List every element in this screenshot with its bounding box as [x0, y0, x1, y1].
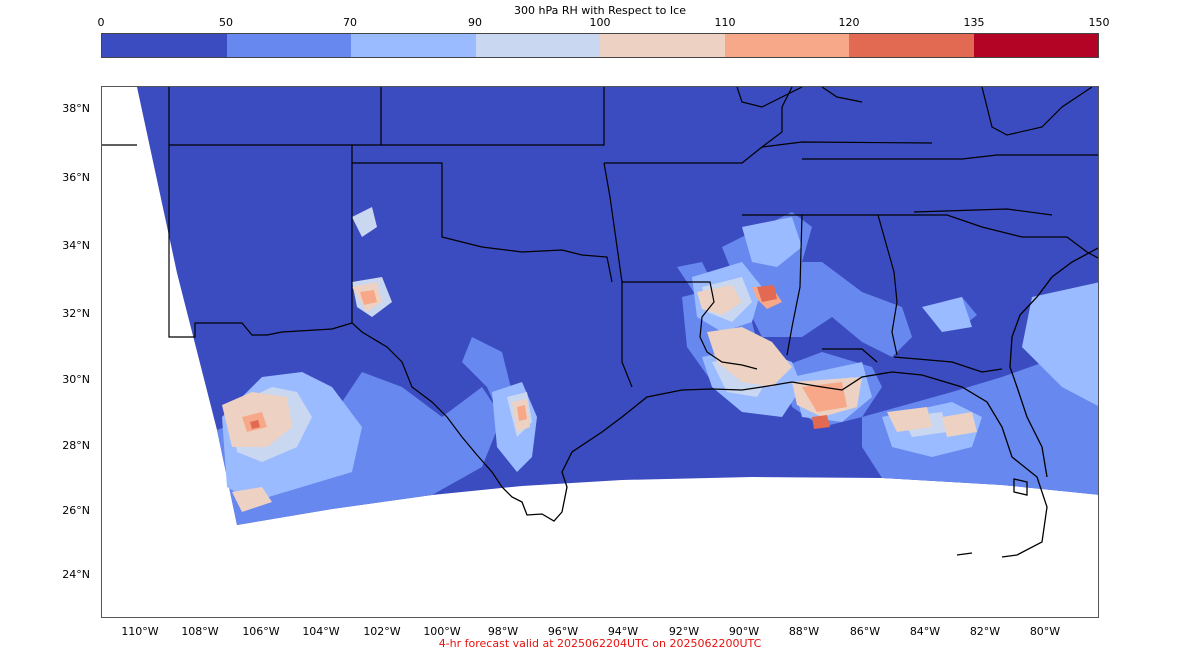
- colorbar-tick: 50: [219, 16, 233, 29]
- lat-label: 38°N: [62, 102, 90, 115]
- lon-label: 106°W: [242, 625, 280, 638]
- lon-label: 90°W: [728, 625, 760, 638]
- colorbar-tick: 135: [963, 16, 985, 29]
- colorbar-tick: 150: [1088, 16, 1110, 29]
- colorbar-tick: 90: [468, 16, 482, 29]
- lon-label: 82°W: [969, 625, 1001, 638]
- colorbar-segment: [724, 34, 849, 57]
- lat-label: 36°N: [62, 171, 90, 184]
- lat-label: 32°N: [62, 307, 90, 320]
- colorbar-segment: [475, 34, 600, 57]
- forecast-valid-text: 4-hr forecast valid at 2025062204UTC on …: [438, 637, 762, 650]
- lat-label: 28°N: [62, 439, 90, 452]
- lon-label: 98°W: [487, 625, 519, 638]
- lat-label: 34°N: [62, 239, 90, 252]
- rh-field-sat: [250, 285, 830, 429]
- lon-label: 86°W: [849, 625, 881, 638]
- lon-label: 84°W: [909, 625, 941, 638]
- colorbar-title: 300 hPa RH with Respect to Ice: [514, 4, 686, 17]
- colorbar-tick: 70: [343, 16, 357, 29]
- map-panel: [101, 86, 1099, 618]
- lon-label: 110°W: [121, 625, 159, 638]
- colorbar-segment: [351, 34, 476, 57]
- lon-label: 108°W: [181, 625, 219, 638]
- colorbar-segment: [102, 34, 227, 57]
- colorbar-tick: 120: [838, 16, 860, 29]
- lon-label: 104°W: [302, 625, 340, 638]
- colorbar-segment: [973, 34, 1098, 57]
- lon-label: 96°W: [547, 625, 579, 638]
- lon-label: 94°W: [607, 625, 639, 638]
- colorbar-tick: 100: [589, 16, 611, 29]
- lon-label: 80°W: [1029, 625, 1061, 638]
- map-canvas: [102, 87, 1098, 558]
- colorbar-tick: 0: [97, 16, 105, 29]
- state-borders: [102, 87, 1098, 488]
- colorbar-segment: [600, 34, 725, 57]
- colorbar-segment: [226, 34, 351, 57]
- colorbar-tick: 110: [714, 16, 736, 29]
- lat-label: 26°N: [62, 504, 90, 517]
- coastline: [501, 247, 1098, 558]
- colorbar-segment: [849, 34, 974, 57]
- lon-label: 88°W: [788, 625, 820, 638]
- colorbar: [101, 33, 1099, 58]
- lat-label: 24°N: [62, 568, 90, 581]
- lat-label: 30°N: [62, 373, 90, 386]
- lon-label: 100°W: [423, 625, 461, 638]
- lon-label: 102°W: [363, 625, 401, 638]
- lon-label: 92°W: [668, 625, 700, 638]
